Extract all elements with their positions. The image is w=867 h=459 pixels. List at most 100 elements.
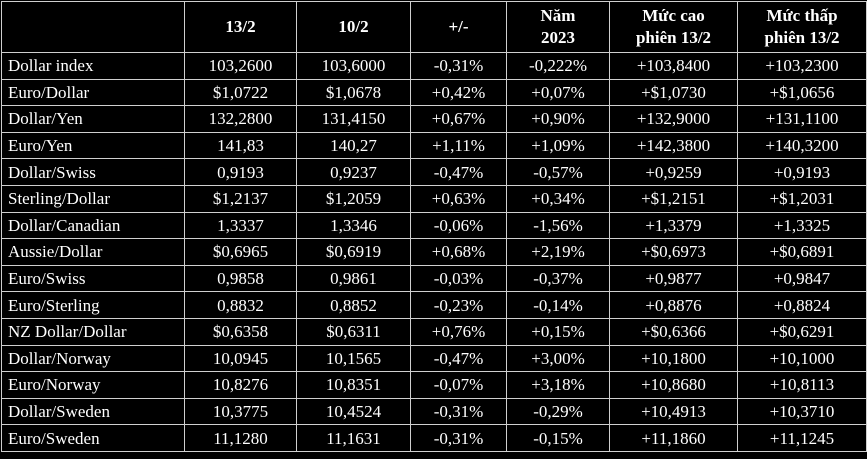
table-row: Euro/Swiss 0,9858 0,9861 -0,03% -0,37% +0,987… bbox=[1, 264, 867, 293]
session-low-cell: +$0,6291 bbox=[737, 317, 867, 346]
change-cell: +0,63% bbox=[410, 184, 507, 213]
table-row: Euro/Yen 141,83 140,27 +1,11% +1,09% +142,380… bbox=[1, 131, 867, 160]
value-13-2-cell: $0,6965 bbox=[184, 238, 297, 266]
year-2023-cell: -1,56% bbox=[506, 211, 610, 240]
header-low-line1: Mức thấp bbox=[766, 6, 838, 25]
header-year-line1: Năm bbox=[540, 6, 576, 25]
pair-name-cell: Aussie/Dollar bbox=[1, 238, 185, 266]
header-row: 13/2 10/2 +/- Năm 2023 Mức cao phiên 13/2 … bbox=[1, 1, 867, 53]
change-cell: -0,07% bbox=[410, 371, 507, 399]
table-row: Dollar/Canadian 1,3337 1,3346 -0,06% -1,56% +… bbox=[1, 211, 867, 240]
value-10-2-cell: $1,2059 bbox=[296, 184, 411, 213]
change-cell: +0,42% bbox=[410, 78, 507, 107]
value-13-2-cell: 141,83 bbox=[184, 131, 297, 160]
pair-name-cell: Dollar/Norway bbox=[1, 344, 185, 373]
year-2023-cell: +1,09% bbox=[506, 131, 610, 160]
session-high-cell: +10,8680 bbox=[609, 371, 738, 399]
value-13-2-cell: $1,0722 bbox=[184, 78, 297, 107]
value-13-2-cell: 1,3337 bbox=[184, 211, 297, 240]
header-low-line2: phiên 13/2 bbox=[764, 28, 840, 47]
pair-name-cell: Euro/Swiss bbox=[1, 264, 185, 293]
value-10-2-cell: $1,0678 bbox=[296, 78, 411, 107]
session-high-cell: +1,3379 bbox=[609, 211, 738, 240]
value-13-2-cell: 10,8276 bbox=[184, 371, 297, 399]
session-low-cell: +$0,6891 bbox=[737, 238, 867, 266]
value-13-2-cell: 103,2600 bbox=[184, 52, 297, 80]
value-10-2-cell: 10,1565 bbox=[296, 344, 411, 373]
pair-name-cell: NZ Dollar/Dollar bbox=[1, 317, 185, 346]
year-2023-cell: +0,90% bbox=[506, 105, 610, 133]
session-high-cell: +$0,6366 bbox=[609, 317, 738, 346]
value-10-2-cell: 103,6000 bbox=[296, 52, 411, 80]
value-10-2-cell: 0,8852 bbox=[296, 291, 411, 319]
session-low-cell: +103,2300 bbox=[737, 52, 867, 80]
year-2023-cell: +3,18% bbox=[506, 371, 610, 399]
header-change: +/- bbox=[410, 1, 507, 53]
value-13-2-cell: 11,1280 bbox=[184, 424, 297, 452]
value-13-2-cell: 0,9858 bbox=[184, 264, 297, 293]
value-13-2-cell: 0,8832 bbox=[184, 291, 297, 319]
value-10-2-cell: 0,9861 bbox=[296, 264, 411, 293]
year-2023-cell: -0,15% bbox=[506, 424, 610, 452]
table-row: Dollar/Sweden 10,3775 10,4524 -0,31% -0,29% +… bbox=[1, 397, 867, 426]
year-2023-cell: -0,57% bbox=[506, 158, 610, 186]
value-10-2-cell: 140,27 bbox=[296, 131, 411, 160]
table-row: Euro/Dollar $1,0722 $1,0678 +0,42% +0,07% +$1… bbox=[1, 78, 867, 107]
session-low-cell: +0,9193 bbox=[737, 158, 867, 186]
value-13-2-cell: 0,9193 bbox=[184, 158, 297, 186]
pair-name-cell: Dollar/Canadian bbox=[1, 211, 185, 240]
change-cell: -0,31% bbox=[410, 397, 507, 426]
value-13-2-cell: $1,2137 bbox=[184, 184, 297, 213]
table-row: NZ Dollar/Dollar $0,6358 $0,6311 +0,76% +0,1… bbox=[1, 317, 867, 346]
value-10-2-cell: 1,3346 bbox=[296, 211, 411, 240]
session-high-cell: +11,1860 bbox=[609, 424, 738, 452]
change-cell: +0,76% bbox=[410, 317, 507, 346]
session-high-cell: +$1,0730 bbox=[609, 78, 738, 107]
pair-name-cell: Dollar/Sweden bbox=[1, 397, 185, 426]
table-row: Dollar/Yen 132,2800 131,4150 +0,67% +0,90% +1… bbox=[1, 105, 867, 133]
change-cell: +0,68% bbox=[410, 238, 507, 266]
table-row: Euro/Sterling 0,8832 0,8852 -0,23% -0,14% +0,… bbox=[1, 291, 867, 319]
pair-name-cell: Dollar index bbox=[1, 52, 185, 80]
table-row: Euro/Sweden 11,1280 11,1631 -0,31% -0,15% +11… bbox=[1, 424, 867, 452]
table-row: Dollar index 103,2600 103,6000 -0,31% -0,222… bbox=[1, 52, 867, 80]
year-2023-cell: +0,15% bbox=[506, 317, 610, 346]
session-low-cell: +140,3200 bbox=[737, 131, 867, 160]
session-low-cell: +0,8824 bbox=[737, 291, 867, 319]
session-low-cell: +1,3325 bbox=[737, 211, 867, 240]
year-2023-cell: +3,00% bbox=[506, 344, 610, 373]
session-high-cell: +132,9000 bbox=[609, 105, 738, 133]
table-row: Aussie/Dollar $0,6965 $0,6919 +0,68% +2,19% +… bbox=[1, 238, 867, 266]
value-10-2-cell: 131,4150 bbox=[296, 105, 411, 133]
value-10-2-cell: 10,8351 bbox=[296, 371, 411, 399]
session-high-cell: +10,4913 bbox=[609, 397, 738, 426]
header-year-2023: Năm 2023 bbox=[506, 1, 610, 53]
change-cell: +1,11% bbox=[410, 131, 507, 160]
year-2023-cell: +2,19% bbox=[506, 238, 610, 266]
session-low-cell: +0,9847 bbox=[737, 264, 867, 293]
session-high-cell: +0,8876 bbox=[609, 291, 738, 319]
table-row: Dollar/Swiss 0,9193 0,9237 -0,47% -0,57% +0,9… bbox=[1, 158, 867, 186]
table-header: 13/2 10/2 +/- Năm 2023 Mức cao phiên 13/2 … bbox=[1, 1, 867, 53]
session-high-cell: +10,1800 bbox=[609, 344, 738, 373]
table-body: Dollar index 103,2600 103,6000 -0,31% -0,222… bbox=[1, 52, 867, 452]
header-blank-cell bbox=[1, 1, 185, 53]
change-cell: +0,67% bbox=[410, 105, 507, 133]
year-2023-cell: -0,37% bbox=[506, 264, 610, 293]
session-low-cell: +11,1245 bbox=[737, 424, 867, 452]
session-high-cell: +103,8400 bbox=[609, 52, 738, 80]
pair-name-cell: Euro/Yen bbox=[1, 131, 185, 160]
header-high-line1: Mức cao bbox=[642, 6, 705, 25]
header-date-10-2: 10/2 bbox=[296, 1, 411, 53]
year-2023-cell: +0,34% bbox=[506, 184, 610, 213]
session-low-cell: +131,1100 bbox=[737, 105, 867, 133]
year-2023-cell: -0,222% bbox=[506, 52, 610, 80]
pair-name-cell: Dollar/Yen bbox=[1, 105, 185, 133]
pair-name-cell: Euro/Sterling bbox=[1, 291, 185, 319]
session-low-cell: +10,3710 bbox=[737, 397, 867, 426]
header-session-high: Mức cao phiên 13/2 bbox=[609, 1, 738, 53]
change-cell: -0,31% bbox=[410, 52, 507, 80]
year-2023-cell: +0,07% bbox=[506, 78, 610, 107]
table-row: Euro/Norway 10,8276 10,8351 -0,07% +3,18% +10… bbox=[1, 371, 867, 399]
